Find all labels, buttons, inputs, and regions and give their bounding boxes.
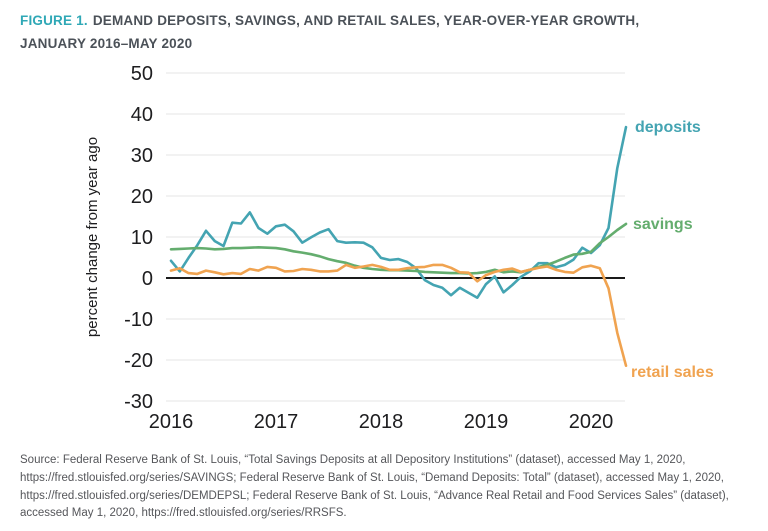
figure-title-text: DEMAND DEPOSITS, SAVINGS, AND RETAIL SAL… [92,13,640,28]
x-tick-label: 2020 [569,411,614,433]
x-tick-label: 2019 [464,411,509,433]
y-tick-label: 50 [131,63,153,85]
figure-title: FIGURE 1. DEMAND DEPOSITS, SAVINGS, AND R… [20,9,756,55]
y-tick-label: 0 [142,268,153,290]
x-tick-label: 2017 [254,411,299,433]
y-axis-title: percent change from year ago [84,137,101,337]
y-tick-label: 40 [131,104,153,126]
figure-title-line2: JANUARY 2016–MAY 2020 [20,36,193,51]
figure-number: FIGURE 1. [20,13,88,28]
x-tick-label: 2016 [149,411,194,433]
series-line-deposits [169,125,628,300]
series-line-retail-sales [169,263,628,368]
figure-title-line1: FIGURE 1. DEMAND DEPOSITS, SAVINGS, AND R… [20,9,756,32]
y-tick-label: -10 [124,309,153,331]
legend-label-retail-sales: retail sales [631,364,714,381]
legend-label-deposits: deposits [635,119,701,136]
x-tick-label: 2018 [359,411,404,433]
y-tick-label: 30 [131,145,153,167]
y-tick-label: -20 [124,350,153,372]
legend-label-savings: savings [633,216,693,233]
source-note: Source: Federal Reserve Bank of St. Loui… [20,454,729,520]
y-tick-label: 20 [131,186,153,208]
y-tick-label: 10 [131,227,153,249]
y-tick-label: -30 [124,391,153,413]
